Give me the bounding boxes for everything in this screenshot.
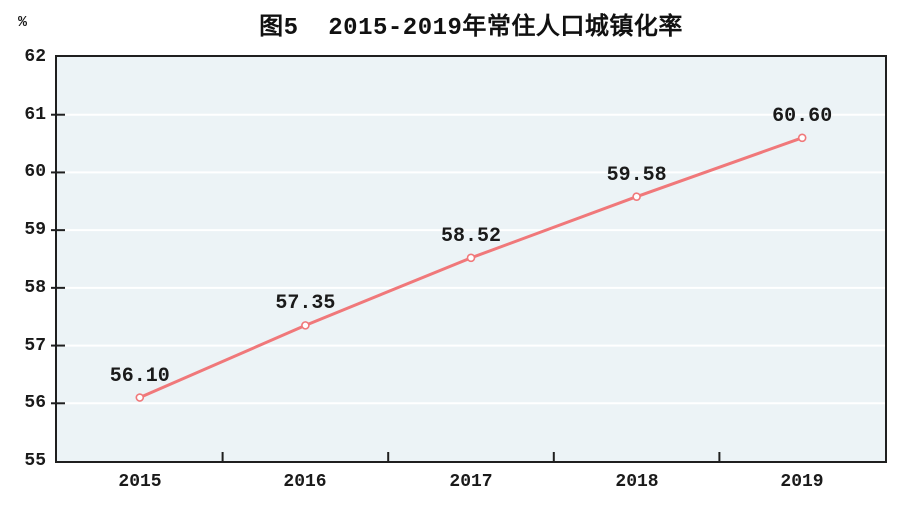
data-point-label: 60.60 (772, 104, 833, 128)
data-point-label: 59.58 (606, 163, 667, 187)
line-chart-canvas (51, 113, 885, 461)
x-tick-label: 2017 (449, 472, 493, 492)
x-tick-label: 2016 (283, 472, 327, 492)
x-tick-label: 2019 (780, 472, 824, 492)
chart-title: 图5 2015-2019年常住人口城镇化率 (259, 15, 683, 42)
y-tick-label: 62 (24, 47, 46, 67)
x-tick-label: 2018 (615, 472, 659, 492)
y-tick-label: 57 (24, 336, 46, 356)
data-point-label: 56.10 (109, 364, 170, 388)
y-tick-label: 60 (24, 162, 46, 182)
y-tick-label: 59 (24, 220, 46, 240)
y-tick-label: 56 (24, 393, 46, 413)
data-point-label: 57.35 (275, 292, 336, 316)
y-tick-label: 61 (24, 105, 46, 125)
y-axis-unit-label: % (18, 14, 28, 31)
y-tick-label: 58 (24, 278, 46, 298)
y-tick-label: 55 (24, 451, 46, 471)
x-tick-label: 2015 (118, 472, 162, 492)
plot-area: 56.10 57.35 58.52 59.58 60.60 (51, 55, 887, 463)
data-point-label: 58.52 (440, 224, 502, 248)
